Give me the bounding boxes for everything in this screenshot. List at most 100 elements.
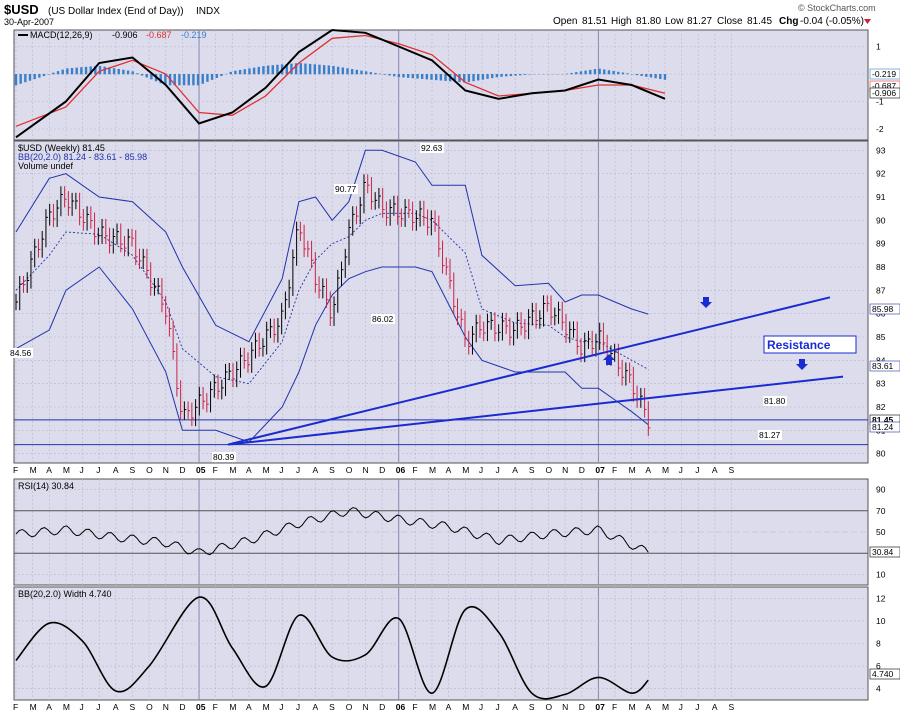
price-bar bbox=[239, 347, 243, 378]
chart-header: $USD (US Dollar Index (End of Day)) INDX… bbox=[4, 2, 876, 27]
price-bar bbox=[449, 258, 453, 289]
price-bar bbox=[161, 277, 164, 313]
histogram-bar bbox=[336, 66, 340, 75]
price-bar bbox=[561, 301, 565, 331]
histogram-bar bbox=[61, 69, 64, 75]
price-bar bbox=[374, 192, 378, 210]
x-axis-label: 06 bbox=[396, 465, 406, 475]
open-label: Open bbox=[553, 16, 577, 27]
x-axis-label: S bbox=[329, 702, 335, 712]
macd-panel: 10-1-2MACD(12,26,9)-0.906-0.687-0.219-0.… bbox=[13, 28, 900, 141]
price-bar bbox=[419, 200, 423, 227]
histogram-bar bbox=[294, 63, 298, 75]
histogram-bar bbox=[308, 63, 312, 75]
right-value-label: -0.219 bbox=[872, 69, 896, 79]
histogram-bar bbox=[182, 74, 186, 86]
x-axis-label: M bbox=[263, 702, 270, 712]
histogram-bar bbox=[663, 74, 667, 80]
price-bar bbox=[146, 248, 149, 279]
y-tick-label: 50 bbox=[876, 527, 886, 537]
y-tick-label: 10 bbox=[876, 616, 886, 626]
x-axis-label: A bbox=[246, 702, 252, 712]
y-tick-label: -2 bbox=[876, 124, 884, 134]
histogram-bar bbox=[98, 65, 102, 75]
price-bar bbox=[67, 191, 71, 216]
histogram-value: -0.219 bbox=[181, 30, 207, 40]
x-axis-label: A bbox=[712, 465, 718, 475]
price-bar bbox=[355, 206, 359, 225]
histogram-bar bbox=[654, 74, 657, 79]
x-axis-label: S bbox=[329, 465, 335, 475]
price-bar bbox=[180, 380, 183, 420]
histogram-bar bbox=[285, 63, 288, 75]
histogram-bar bbox=[509, 74, 513, 77]
histogram-bar bbox=[570, 72, 573, 75]
histogram-bar bbox=[28, 74, 32, 81]
price-bar bbox=[460, 308, 464, 328]
x-axis-label: A bbox=[113, 702, 119, 712]
arrow-up-icon bbox=[603, 354, 615, 365]
price-bar bbox=[483, 321, 486, 342]
histogram-bar bbox=[187, 74, 190, 86]
histogram-bar bbox=[257, 66, 260, 75]
histogram-bar bbox=[481, 74, 485, 80]
x-axis-label: A bbox=[113, 465, 119, 475]
rsi-value-label: 30.84 bbox=[872, 547, 894, 557]
x-axis-label: J bbox=[496, 465, 500, 475]
histogram-bar bbox=[159, 74, 162, 84]
value-tag bbox=[869, 303, 900, 315]
histogram-bar bbox=[206, 74, 209, 82]
x-axis-label: N bbox=[163, 702, 169, 712]
chg-label: Chg bbox=[779, 16, 798, 27]
histogram-bar bbox=[271, 65, 274, 75]
histogram-bar bbox=[500, 74, 503, 77]
price-bar bbox=[442, 240, 445, 274]
histogram-bar bbox=[388, 74, 391, 76]
histogram-bar bbox=[178, 74, 181, 86]
y-tick-label: 84 bbox=[876, 355, 886, 365]
y-tick-label: 6 bbox=[876, 661, 881, 671]
price-bar bbox=[112, 228, 116, 254]
price-bar bbox=[367, 174, 370, 194]
y-tick-label: 85 bbox=[876, 332, 886, 342]
price-bar bbox=[281, 302, 284, 335]
price-bar bbox=[127, 228, 131, 257]
histogram-bar bbox=[210, 74, 214, 80]
histogram-bar bbox=[75, 67, 78, 75]
histogram-bar bbox=[420, 74, 424, 79]
price-bar bbox=[359, 196, 363, 225]
x-axis-label: J bbox=[296, 702, 300, 712]
histogram-bar bbox=[131, 71, 134, 75]
price-bar bbox=[501, 312, 505, 341]
y-tick-label: 10 bbox=[876, 569, 886, 579]
price-bar bbox=[587, 330, 591, 349]
x-axis-label: N bbox=[562, 465, 568, 475]
price-bar bbox=[457, 298, 460, 326]
annotation-bg bbox=[212, 452, 236, 462]
histogram-bar bbox=[659, 74, 662, 80]
price-bar bbox=[22, 276, 26, 293]
histogram-bar bbox=[56, 71, 60, 75]
price-bar bbox=[621, 359, 625, 386]
histogram-bar bbox=[346, 68, 349, 75]
low-value: 81.27 bbox=[687, 16, 712, 27]
histogram-bar bbox=[262, 66, 265, 75]
x-axis-label: F bbox=[213, 702, 218, 712]
price-bar bbox=[471, 325, 475, 355]
x-axis-label: A bbox=[512, 465, 518, 475]
bb-lower-line bbox=[15, 266, 649, 443]
y-tick-label: -1 bbox=[876, 97, 884, 107]
resistance-box bbox=[763, 335, 857, 354]
x-axis-label: J bbox=[80, 702, 84, 712]
price-bar bbox=[168, 307, 172, 337]
y-tick-label: 91 bbox=[876, 192, 886, 202]
price-bar bbox=[415, 210, 419, 231]
x-axis-bottom: F M A M J J A S O N D 05 F M A M J J A S O N D 06 F M A M J J A S O N D 07 F… bbox=[13, 702, 735, 712]
price-bar bbox=[49, 203, 52, 226]
x-axis-label: J bbox=[296, 465, 300, 475]
histogram-bar bbox=[112, 68, 116, 75]
x-axis-label: 07 bbox=[595, 702, 605, 712]
histogram-bar bbox=[248, 68, 251, 75]
